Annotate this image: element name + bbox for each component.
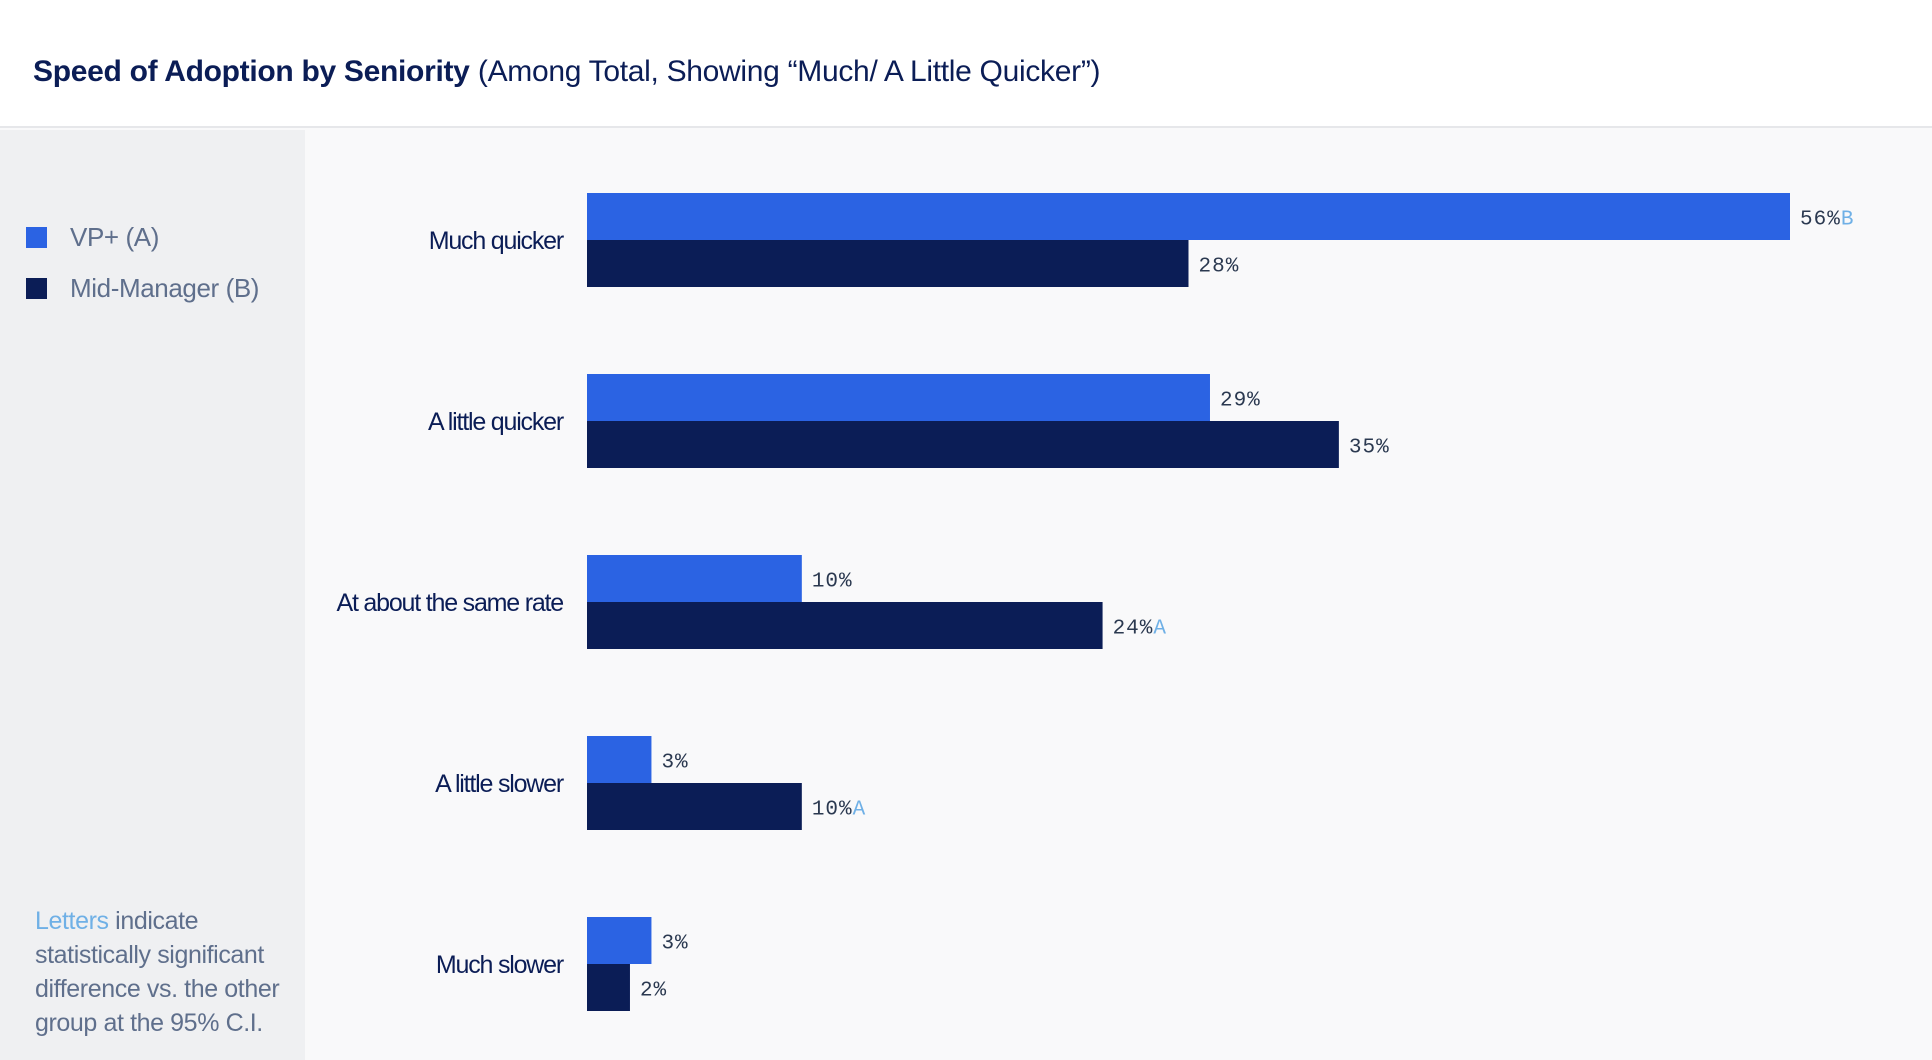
value-label-mid-manager-a-little-quicker: 35% <box>1349 437 1390 460</box>
sig-letter-vp-much-quicker: B <box>1841 209 1855 232</box>
value-label-vp-much-quicker: 56%B <box>1800 209 1854 232</box>
bar-mid-manager-much-quicker <box>587 240 1189 287</box>
note-highlight: Letters <box>35 907 109 935</box>
legend-swatch-vp <box>26 226 47 248</box>
title-main: Speed of Adoption by Seniority <box>33 55 470 88</box>
legend-item-mid-manager: Mid-Manager (B) <box>26 273 259 303</box>
chart-area: Much quicker 56%B 28% A little quicker 29% 35… <box>305 130 1932 1060</box>
value-label-mid-manager-a-little-slower: 10%A <box>812 799 866 822</box>
header: Speed of Adoption by Seniority (Among To… <box>0 0 1932 128</box>
legend-label-mid-manager: Mid-Manager (B) <box>70 272 260 303</box>
category-label-a-little-quicker: A little quicker <box>428 408 564 436</box>
value-label-mid-manager-much-quicker: 28% <box>1199 256 1240 279</box>
sidebar: VP+ (A) Mid-Manager (B) Letters indicate… <box>0 130 305 1060</box>
value-label-mid-manager-at-about-the-same-rate: 24%A <box>1113 618 1167 641</box>
bar-vp-a-little-slower <box>587 736 652 783</box>
value-label-vp-a-little-quicker: 29% <box>1220 390 1261 413</box>
legend-swatch-mid-manager <box>26 277 47 299</box>
bar-mid-manager-much-slower <box>587 964 630 1011</box>
bar-mid-manager-a-little-slower <box>587 783 802 830</box>
bar-chart: Much quicker 56%B 28% A little quicker 29% 35… <box>336 193 1854 1011</box>
significance-note: Letters indicate statistically significa… <box>35 904 285 1040</box>
bar-vp-much-quicker <box>587 193 1790 240</box>
note-text: indicate statistically significant diffe… <box>35 907 280 1037</box>
category-label-at-about-the-same-rate: At about the same rate <box>336 589 563 617</box>
legend-label-vp: VP+ (A) <box>70 221 159 252</box>
chart-title: Speed of Adoption by Seniority (Among To… <box>33 55 1101 89</box>
bar-vp-at-about-the-same-rate <box>587 555 802 602</box>
category-label-a-little-slower: A little slower <box>435 770 564 798</box>
bar-mid-manager-a-little-quicker <box>587 421 1339 468</box>
value-label-mid-manager-much-slower: 2% <box>640 980 667 1003</box>
category-label-much-quicker: Much quicker <box>429 227 564 255</box>
sig-letter-mid-manager-a-little-slower: A <box>853 799 867 822</box>
value-label-vp-at-about-the-same-rate: 10% <box>812 571 853 594</box>
legend-item-vp: VP+ (A) <box>26 222 159 252</box>
title-subtitle: (Among Total, Showing “Much/ A Little Qu… <box>477 55 1101 88</box>
bar-mid-manager-at-about-the-same-rate <box>587 602 1103 649</box>
value-label-vp-much-slower: 3% <box>661 933 688 956</box>
bar-vp-a-little-quicker <box>587 374 1210 421</box>
bar-vp-much-slower <box>587 917 652 964</box>
value-label-vp-a-little-slower: 3% <box>661 752 688 775</box>
sig-letter-mid-manager-at-about-the-same-rate: A <box>1153 618 1167 641</box>
category-label-much-slower: Much slower <box>436 951 564 979</box>
